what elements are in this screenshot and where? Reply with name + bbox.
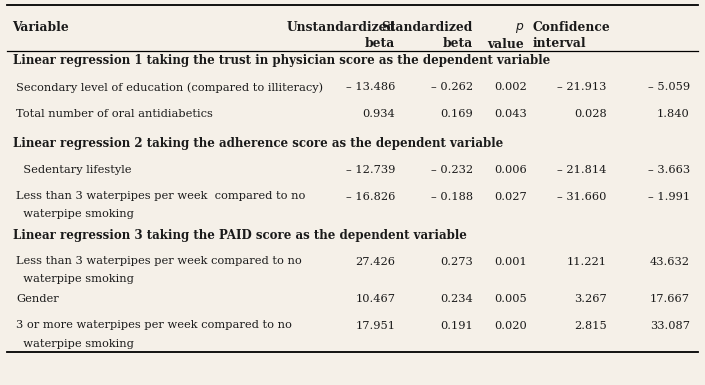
Text: 17.951: 17.951: [355, 321, 396, 331]
Text: 0.005: 0.005: [494, 294, 527, 304]
Text: – 31.660: – 31.660: [558, 192, 607, 202]
Text: Unstandardized
beta: Unstandardized beta: [286, 21, 396, 50]
Text: Secondary level of education (compared to illiteracy): Secondary level of education (compared t…: [16, 82, 323, 92]
Text: – 0.188: – 0.188: [431, 192, 473, 202]
Text: Less than 3 waterpipes per week  compared to no: Less than 3 waterpipes per week compared…: [16, 191, 305, 201]
Text: – 21.913: – 21.913: [558, 82, 607, 92]
Text: Sedentary lifestyle: Sedentary lifestyle: [16, 164, 132, 174]
Text: 33.087: 33.087: [650, 321, 689, 331]
Text: 0.234: 0.234: [440, 294, 473, 304]
Text: Standardized
beta: Standardized beta: [381, 21, 473, 50]
Text: – 5.059: – 5.059: [647, 82, 689, 92]
Text: Total number of oral antidiabetics: Total number of oral antidiabetics: [16, 109, 213, 119]
Text: – 13.486: – 13.486: [346, 82, 396, 92]
Text: 1.840: 1.840: [657, 109, 689, 119]
Text: Linear regression 1 taking the trust in physician score as the dependent variabl: Linear regression 1 taking the trust in …: [13, 54, 550, 67]
Text: Linear regression 2 taking the adherence score as the dependent variable: Linear regression 2 taking the adherence…: [13, 137, 503, 150]
Text: 0.043: 0.043: [494, 109, 527, 119]
Text: Linear regression 3 taking the PAID score as the dependent variable: Linear regression 3 taking the PAID scor…: [13, 229, 467, 242]
Text: Confidence
interval: Confidence interval: [532, 21, 610, 50]
Text: 10.467: 10.467: [355, 294, 396, 304]
Text: 17.667: 17.667: [650, 294, 689, 304]
Text: 2.815: 2.815: [574, 321, 607, 331]
Text: 0.273: 0.273: [440, 257, 473, 267]
Text: – 21.814: – 21.814: [558, 164, 607, 174]
Text: waterpipe smoking: waterpipe smoking: [16, 274, 134, 284]
Text: 0.002: 0.002: [494, 82, 527, 92]
Text: 3 or more waterpipes per week compared to no: 3 or more waterpipes per week compared t…: [16, 320, 292, 330]
Text: 27.426: 27.426: [355, 257, 396, 267]
Text: value: value: [487, 38, 524, 51]
Text: 0.169: 0.169: [440, 109, 473, 119]
Text: 0.934: 0.934: [362, 109, 396, 119]
Text: 0.020: 0.020: [494, 321, 527, 331]
Text: Less than 3 waterpipes per week compared to no: Less than 3 waterpipes per week compared…: [16, 256, 302, 266]
Text: waterpipe smoking: waterpipe smoking: [16, 338, 134, 348]
Text: 11.221: 11.221: [567, 257, 607, 267]
Text: – 1.991: – 1.991: [647, 192, 689, 202]
Text: $p$: $p$: [515, 21, 524, 35]
Text: – 12.739: – 12.739: [346, 164, 396, 174]
Text: 43.632: 43.632: [650, 257, 689, 267]
Text: – 0.262: – 0.262: [431, 82, 473, 92]
Text: waterpipe smoking: waterpipe smoking: [16, 209, 134, 219]
Text: – 0.232: – 0.232: [431, 164, 473, 174]
Text: 0.191: 0.191: [440, 321, 473, 331]
Text: 0.027: 0.027: [494, 192, 527, 202]
Text: Variable: Variable: [13, 21, 69, 34]
Text: 3.267: 3.267: [574, 294, 607, 304]
Text: 0.001: 0.001: [494, 257, 527, 267]
Text: Gender: Gender: [16, 294, 59, 304]
Text: 0.006: 0.006: [494, 164, 527, 174]
Text: 0.028: 0.028: [574, 109, 607, 119]
Text: – 16.826: – 16.826: [346, 192, 396, 202]
Text: – 3.663: – 3.663: [647, 164, 689, 174]
